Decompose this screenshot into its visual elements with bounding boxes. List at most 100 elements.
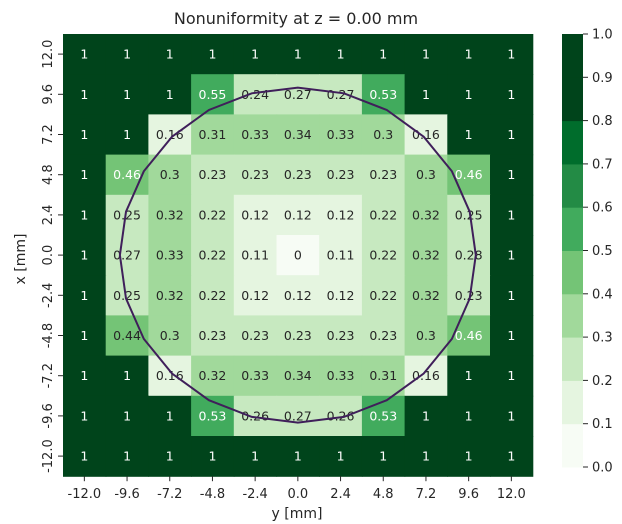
cell-value-label: 0.11 (327, 248, 355, 263)
cell-value-label: 0.31 (199, 127, 227, 142)
cell-value-label: 0.27 (113, 248, 141, 263)
cell-value-label: 0.33 (241, 368, 269, 383)
cell-value-label: 1 (422, 87, 430, 102)
cell-value-label: 0.22 (369, 248, 397, 263)
cell-value-label: 1 (123, 408, 131, 423)
cell-value-label: 0.23 (199, 328, 227, 343)
cell-value-label: 0.53 (369, 87, 397, 102)
cell-value-label: 0.23 (327, 167, 355, 182)
colorbar-segment (562, 424, 583, 468)
cell-value-label: 1 (337, 449, 345, 464)
cell-value-label: 0.12 (241, 207, 269, 222)
x-tick-label: -2.4 (242, 487, 267, 502)
colorbar-segment (562, 164, 583, 208)
cell-value-label: 1 (507, 368, 515, 383)
x-tick-label: 12.0 (497, 487, 526, 502)
x-tick-label: 2.4 (330, 487, 351, 502)
cell-value-label: 1 (379, 449, 387, 464)
cell-value-label: 0.26 (327, 408, 355, 423)
cell-value-label: 1 (251, 47, 259, 62)
y-axis-ticks: 12.0 9.6 7.2 4.8 2.4 0.0 -2.4 -4.8 -7.2 -9.6 -12.0 (41, 40, 63, 473)
colorbar-segment (562, 337, 583, 381)
colorbar-segment (562, 34, 583, 78)
x-tick-label: -4.8 (200, 487, 225, 502)
y-tick-label: 9.6 (41, 84, 56, 105)
y-tick-label: -4.8 (41, 323, 56, 348)
cell-value-label: 1 (422, 47, 430, 62)
y-tick-label: -7.2 (41, 363, 56, 388)
x-tick-label: -12.0 (68, 487, 102, 502)
cell-value-label: 1 (507, 288, 515, 303)
cell-value-label: 1 (208, 449, 216, 464)
cell-value-label: 0.23 (241, 167, 269, 182)
y-tick-label: 7.2 (41, 124, 56, 145)
cell-value-label: 0.23 (241, 328, 269, 343)
cell-value-label: 1 (208, 47, 216, 62)
cell-value-label: 1 (465, 408, 473, 423)
cell-value-label: 1 (166, 47, 174, 62)
cell-value-label: 1 (422, 449, 430, 464)
cell-value-label: 0.12 (327, 288, 355, 303)
cell-value-label: 1 (422, 408, 430, 423)
cell-value-label: 1 (465, 449, 473, 464)
cell-value-label: 0.33 (327, 127, 355, 142)
cell-value-label: 0.32 (156, 207, 184, 222)
cell-value-label: 0.23 (199, 167, 227, 182)
colorbar-ticks: 0.0 0.1 0.2 0.3 0.4 0.5 0.6 0.7 0.8 0.9 1.0 (583, 28, 613, 476)
cell-value-label: 1 (507, 207, 515, 222)
cell-value-label: 0.33 (327, 368, 355, 383)
cell-value-label: 0.28 (455, 248, 483, 263)
colorbar-tick-label: 0.3 (592, 331, 613, 346)
cell-value-label: 0.44 (113, 328, 141, 343)
cell-value-label: 0.27 (327, 87, 355, 102)
y-tick-label: -9.6 (41, 403, 56, 428)
cell-value-label: 0.23 (369, 167, 397, 182)
cell-value-label: 1 (507, 167, 515, 182)
y-tick-label: -12.0 (41, 439, 56, 473)
colorbar-tick-label: 0.4 (592, 287, 613, 302)
cell-value-label: 0.11 (241, 248, 269, 263)
cell-value-label: 0.46 (455, 328, 483, 343)
cell-value-label: 0.22 (369, 207, 397, 222)
cell-value-label: 1 (465, 87, 473, 102)
x-tick-label: 7.2 (416, 487, 437, 502)
colorbar-segment (562, 294, 583, 338)
y-tick-label: 0.0 (41, 245, 56, 266)
cell-value-label: 1 (507, 449, 515, 464)
cell-value-label: 1 (123, 47, 131, 62)
x-tick-label: 9.6 (458, 487, 479, 502)
x-tick-label: 0.0 (288, 487, 309, 502)
cell-value-label: 1 (80, 328, 88, 343)
colorbar-tick-label: 0.2 (592, 374, 613, 389)
cell-value-label: 0.26 (241, 408, 269, 423)
colorbar-segment (562, 380, 583, 424)
cell-value-label: 0.33 (241, 127, 269, 142)
cell-value-label: 1 (337, 47, 345, 62)
cell-value-label: 1 (80, 368, 88, 383)
cell-value-label: 0.3 (373, 127, 393, 142)
cell-value-label: 1 (123, 449, 131, 464)
cell-value-label: 1 (507, 248, 515, 263)
colorbar-tick-label: 0.7 (592, 157, 613, 172)
cell-value-label: 1 (80, 87, 88, 102)
y-tick-label: 12.0 (41, 40, 56, 69)
cell-value-label: 0.32 (412, 288, 440, 303)
colorbar-tick-label: 1.0 (592, 28, 613, 43)
cell-value-label: 0.34 (284, 127, 312, 142)
chart-title: Nonuniformity at z = 0.00 mm (174, 9, 418, 28)
cell-value-label: 1 (379, 47, 387, 62)
cell-value-label: 0.24 (241, 87, 269, 102)
cell-value-label: 1 (80, 207, 88, 222)
y-tick-label: 2.4 (41, 205, 56, 226)
cell-value-label: 1 (166, 87, 174, 102)
cell-value-label: 1 (123, 87, 131, 102)
colorbar-segment (562, 207, 583, 251)
cell-value-label: 0.32 (412, 207, 440, 222)
x-tick-label: -9.6 (114, 487, 139, 502)
x-axis-label: y [mm] (272, 506, 323, 522)
colorbar-tick-label: 0.6 (592, 201, 613, 216)
cell-value-label: 0.22 (199, 288, 227, 303)
cell-value-label: 0.22 (369, 288, 397, 303)
cell-value-label: 0.32 (412, 248, 440, 263)
cell-value-label: 0.3 (160, 328, 180, 343)
